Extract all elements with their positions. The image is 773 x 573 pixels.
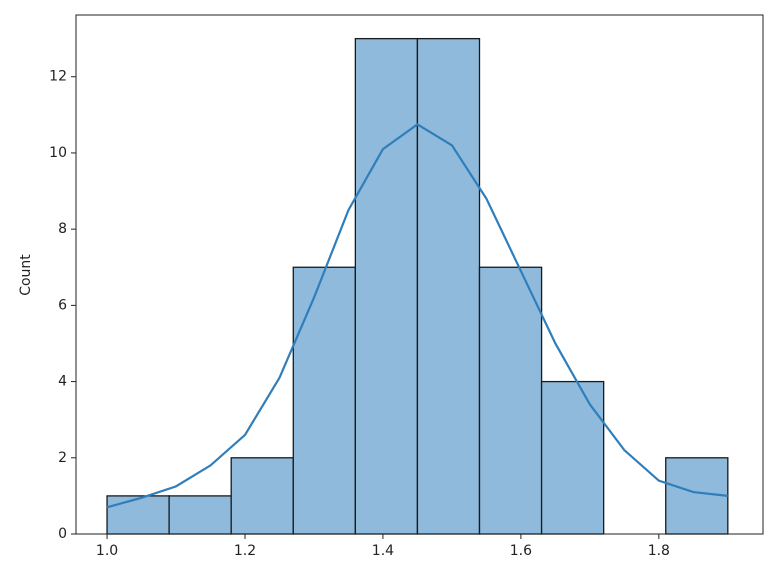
bar <box>292 266 357 535</box>
x-tick-label: 1.8 <box>648 543 670 559</box>
bar <box>230 457 294 535</box>
y-tick-label: 10 <box>49 145 67 161</box>
y-tick-label: 8 <box>58 221 67 237</box>
x-tick-label: 1.0 <box>96 543 118 559</box>
bar <box>416 37 481 535</box>
bar <box>106 495 170 535</box>
x-tick-label: 1.2 <box>234 543 256 559</box>
kde-line <box>106 123 728 509</box>
bar <box>354 37 419 535</box>
y-tick-label: 12 <box>49 69 67 85</box>
bar <box>478 266 543 535</box>
axes-frame <box>75 14 764 535</box>
y-axis-label: Count <box>18 254 34 296</box>
y-tick-label: 0 <box>58 526 67 542</box>
x-tick-label: 1.6 <box>510 543 532 559</box>
bar <box>540 380 605 535</box>
x-tick-label: 1.4 <box>372 543 394 559</box>
bar <box>168 495 232 535</box>
y-tick-label: 2 <box>58 450 67 466</box>
y-tick-label: 6 <box>58 297 67 313</box>
bar <box>665 457 729 535</box>
y-tick-label: 4 <box>58 374 67 390</box>
